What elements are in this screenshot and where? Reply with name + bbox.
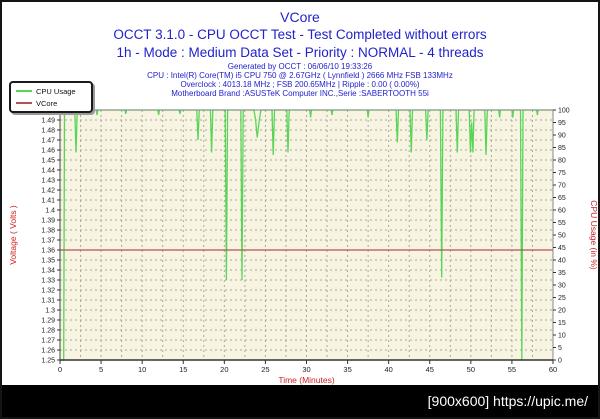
svg-text:1.43: 1.43 xyxy=(41,178,55,185)
svg-text:1.46: 1.46 xyxy=(41,148,55,155)
svg-text:1.3: 1.3 xyxy=(45,308,55,315)
svg-text:80: 80 xyxy=(558,158,566,165)
svg-text:1.25: 1.25 xyxy=(41,358,55,365)
svg-text:0: 0 xyxy=(558,358,562,365)
svg-text:1.33: 1.33 xyxy=(41,278,55,285)
svg-text:10: 10 xyxy=(558,333,566,340)
svg-text:40: 40 xyxy=(384,365,392,374)
svg-text:1.36: 1.36 xyxy=(41,248,55,255)
svg-text:1.31: 1.31 xyxy=(41,298,55,305)
svg-text:1.4: 1.4 xyxy=(45,208,55,215)
svg-text:45: 45 xyxy=(558,245,566,252)
svg-text:1.49: 1.49 xyxy=(41,118,55,125)
svg-text:1.47: 1.47 xyxy=(41,138,55,145)
svg-text:60: 60 xyxy=(549,365,557,374)
legend-item-cpu-usage: CPU Usage xyxy=(14,85,88,97)
svg-text:55: 55 xyxy=(558,220,566,227)
svg-text:70: 70 xyxy=(558,183,566,190)
svg-text:1.29: 1.29 xyxy=(41,318,55,325)
svg-text:25: 25 xyxy=(261,365,269,374)
svg-text:1.27: 1.27 xyxy=(41,338,55,345)
cpu-usage-line-swatch xyxy=(16,90,32,92)
svg-text:1.28: 1.28 xyxy=(41,328,55,335)
svg-text:50: 50 xyxy=(467,365,475,374)
report-header: VCore OCCT 3.1.0 - CPU OCCT Test - Test … xyxy=(2,9,598,98)
overclock-info-line: Overclock : 4013.18 MHz ; FSB 200.65MHz … xyxy=(180,80,420,89)
svg-text:1.45: 1.45 xyxy=(41,158,55,165)
legend-label-cpu-usage: CPU Usage xyxy=(36,86,76,96)
svg-text:1.44: 1.44 xyxy=(41,168,55,175)
svg-text:1.35: 1.35 xyxy=(41,258,55,265)
svg-text:55: 55 xyxy=(508,365,516,374)
svg-text:1.41: 1.41 xyxy=(41,198,55,205)
svg-text:Time (Minutes): Time (Minutes) xyxy=(278,375,335,385)
motherboard-info-line: Motherboard Brand :ASUSTeK Computer INC.… xyxy=(171,89,429,98)
svg-text:65: 65 xyxy=(558,195,566,202)
svg-text:5: 5 xyxy=(99,365,103,374)
svg-text:15: 15 xyxy=(558,320,566,327)
generated-timestamp-line: Generated by OCCT : 06/06/10 19:33:26 xyxy=(227,62,373,71)
svg-text:1.38: 1.38 xyxy=(41,228,55,235)
svg-text:Voltage ( Volts ): Voltage ( Volts ) xyxy=(8,205,18,265)
svg-text:20: 20 xyxy=(558,308,566,315)
svg-text:10: 10 xyxy=(138,365,146,374)
svg-text:50: 50 xyxy=(558,233,566,240)
svg-text:30: 30 xyxy=(302,365,310,374)
cpu-info-line: CPU : Intel(R) Core(TM) i5 CPU 750 @ 2.6… xyxy=(147,71,453,80)
svg-text:1.39: 1.39 xyxy=(41,218,55,225)
svg-text:1.34: 1.34 xyxy=(41,268,55,275)
svg-text:1.42: 1.42 xyxy=(41,188,55,195)
svg-text:100: 100 xyxy=(558,108,570,115)
legend: CPU Usage VCore xyxy=(9,81,93,113)
svg-text:75: 75 xyxy=(558,170,566,177)
test-result-line: OCCT 3.1.0 - CPU OCCT Test - Test Comple… xyxy=(113,27,487,42)
test-mode-line: 1h - Mode : Medium Data Set - Priority :… xyxy=(116,45,484,60)
svg-text:35: 35 xyxy=(558,270,566,277)
chart-title: VCore xyxy=(280,9,320,25)
svg-text:35: 35 xyxy=(343,365,351,374)
legend-item-vcore: VCore xyxy=(14,97,88,109)
svg-text:25: 25 xyxy=(558,295,566,302)
svg-text:90: 90 xyxy=(558,133,566,140)
svg-text:5: 5 xyxy=(558,345,562,352)
svg-text:60: 60 xyxy=(558,208,566,215)
svg-text:30: 30 xyxy=(558,283,566,290)
vcore-line-swatch xyxy=(16,102,32,104)
svg-text:CPU Usage (in %): CPU Usage (in %) xyxy=(589,200,599,270)
svg-text:1.37: 1.37 xyxy=(41,238,55,245)
svg-text:1.48: 1.48 xyxy=(41,128,55,135)
svg-text:40: 40 xyxy=(558,258,566,265)
svg-text:95: 95 xyxy=(558,120,566,127)
legend-label-vcore: VCore xyxy=(36,98,58,108)
svg-text:20: 20 xyxy=(220,365,228,374)
svg-text:45: 45 xyxy=(426,365,434,374)
svg-text:85: 85 xyxy=(558,145,566,152)
svg-text:0: 0 xyxy=(58,365,62,374)
watermark-text: [900x600] https://upic.me/ xyxy=(427,393,588,409)
watermark-bar: [900x600] https://upic.me/ xyxy=(2,385,598,417)
svg-text:1.32: 1.32 xyxy=(41,288,55,295)
svg-text:1.26: 1.26 xyxy=(41,348,55,355)
svg-text:15: 15 xyxy=(179,365,187,374)
